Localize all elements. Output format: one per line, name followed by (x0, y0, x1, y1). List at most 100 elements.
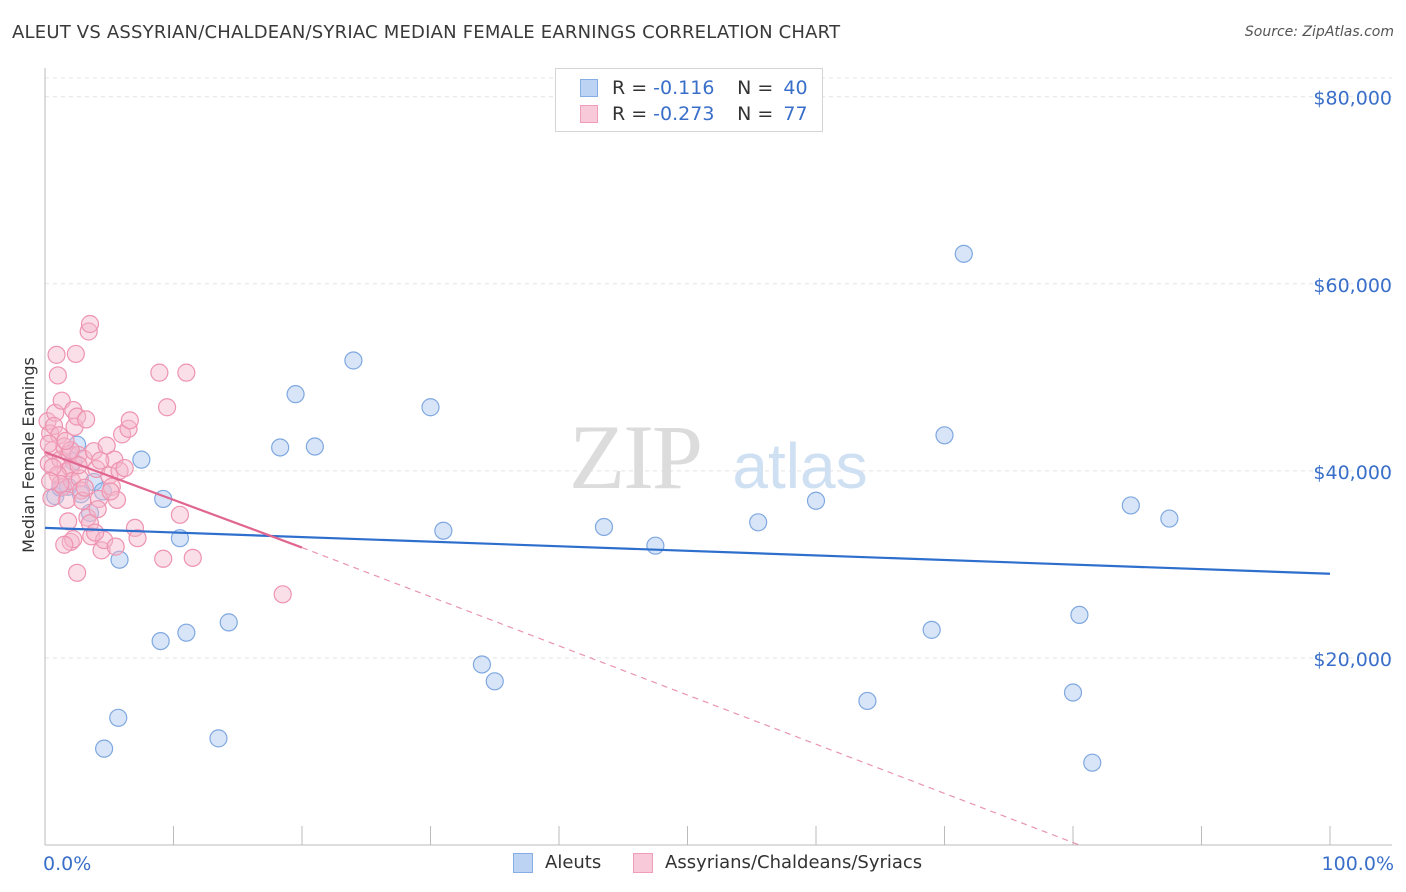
x-tick-label-max: 100.0% (1322, 853, 1394, 875)
aleuts-point (858, 691, 877, 711)
aleuts-point (344, 351, 363, 370)
assyrians-point (80, 314, 100, 334)
assyrians-point (273, 585, 292, 604)
assyrians-point (41, 472, 60, 491)
aleuts-point (472, 655, 491, 674)
legend-row-assyrians: R = -0.273 N = 77 (580, 101, 808, 127)
aleuts-r-value: -0.116 (653, 77, 715, 99)
aleuts-point (1063, 683, 1083, 702)
assyrians-point (177, 363, 196, 382)
y-tick-label: $60,000 (1313, 275, 1392, 297)
r-label: R = (612, 77, 648, 99)
aleuts-point (954, 244, 973, 263)
assyrians-legend-label: Assyrians/Chaldeans/Syriacs (665, 852, 923, 873)
assyrians-point (57, 490, 76, 509)
assyrians-point (106, 537, 125, 556)
assyrians-point (39, 434, 58, 453)
aleuts-point (646, 536, 665, 555)
assyrians-point (51, 474, 70, 494)
assyrians-point (86, 523, 105, 542)
assyrians-point (61, 441, 80, 460)
chart-source: Source: ZipAtlas.com (1244, 24, 1394, 40)
assyrians-point (44, 416, 64, 436)
assyrians-point (101, 482, 120, 501)
aleuts-point (749, 513, 768, 532)
aleuts-point (305, 437, 324, 456)
y-tick-label: $40,000 (1313, 462, 1392, 484)
n-label: N = (737, 103, 774, 125)
aleuts-point (935, 426, 954, 445)
legend-row-aleuts: R = -0.116 N = 40 (580, 75, 808, 101)
y-axis-label: Median Female Earnings (19, 357, 38, 553)
aleuts-swatch (580, 79, 598, 97)
y-tick-label: $80,000 (1313, 88, 1392, 110)
assyrians-point (80, 514, 100, 533)
assyrians-point (79, 322, 98, 341)
assyrians-point (59, 512, 78, 531)
assyrians-point (92, 541, 111, 560)
assyrians-point (170, 505, 190, 524)
aleuts-n-value: 40 (783, 77, 808, 99)
aleuts-trend-line (44, 526, 1331, 575)
aleuts-point (806, 491, 826, 510)
assyrians-trend-extension (301, 546, 1080, 846)
assyrians-point (120, 411, 139, 430)
assyrians-point (56, 431, 75, 451)
n-label: N = (737, 77, 774, 99)
assyrians-point (43, 458, 62, 477)
aleuts-point (286, 385, 305, 404)
assyrians-point (115, 458, 134, 478)
assyrians-trend-line (44, 451, 303, 549)
assyrians-swatch (580, 105, 598, 123)
assyrians-point (97, 436, 116, 455)
assyrians-point (77, 410, 96, 429)
aleuts-point (271, 438, 290, 457)
aleuts-point (434, 521, 453, 540)
watermark-zip: ZIP (569, 406, 701, 508)
assyrians-n-value: 77 (783, 103, 808, 125)
aleuts-point (132, 450, 151, 469)
assyrians-point (48, 366, 67, 385)
trend-lines (44, 451, 1331, 846)
axes: $20,000 $40,000 $60,000 $80,000 0.0% 100.0% (43, 68, 1394, 875)
x-tick-label-min: 0.0% (43, 853, 91, 875)
assyrians-point (157, 398, 177, 417)
assyrians-point (75, 478, 94, 497)
assyrians-legend-swatch (633, 852, 653, 873)
aleuts-point (485, 672, 504, 691)
aleuts-point (1083, 753, 1102, 772)
aleuts-point (594, 517, 614, 537)
aleuts-point (151, 631, 170, 651)
assyrians-r-value: -0.273 (653, 103, 715, 125)
aleuts-point (219, 613, 238, 632)
legend-item-assyrians: Assyrians/Chaldeans/Syriacs (633, 852, 922, 873)
series-legend: Aleuts Assyrians/Chaldeans/Syriacs (0, 852, 1406, 878)
assyrians-point (183, 548, 202, 567)
aleuts-point (421, 398, 440, 417)
aleuts-point (922, 620, 941, 639)
assyrians-point (66, 344, 85, 364)
y-tick-label: $20,000 (1313, 649, 1392, 671)
r-label: R = (612, 103, 648, 125)
assyrians-point (88, 500, 107, 519)
aleuts-point (1160, 509, 1179, 528)
chart-title: ALEUT VS ASSYRIAN/CHALDEAN/SYRIAC MEDIAN… (12, 22, 841, 43)
aleuts-legend-label: Aleuts (545, 852, 602, 873)
assyrians-point (150, 363, 169, 382)
assyrians-point (68, 563, 87, 582)
grid-lines (45, 77, 1392, 659)
assyrians-point (154, 549, 173, 568)
aleuts-point (177, 623, 196, 642)
legend-item-aleuts: Aleuts (513, 852, 601, 873)
assyrians-point (47, 345, 66, 364)
aleuts-point (1070, 605, 1089, 625)
aleuts-legend-swatch (513, 852, 533, 873)
assyrians-point (55, 535, 74, 554)
assyrians-point (64, 530, 83, 549)
aleuts-point (95, 739, 114, 758)
aleuts-point (109, 708, 128, 727)
stats-legend: R = -0.116 N = 40 R = -0.273 N = 77 (555, 68, 823, 132)
assyrians-point (91, 451, 110, 470)
aleuts-point (1121, 496, 1140, 515)
